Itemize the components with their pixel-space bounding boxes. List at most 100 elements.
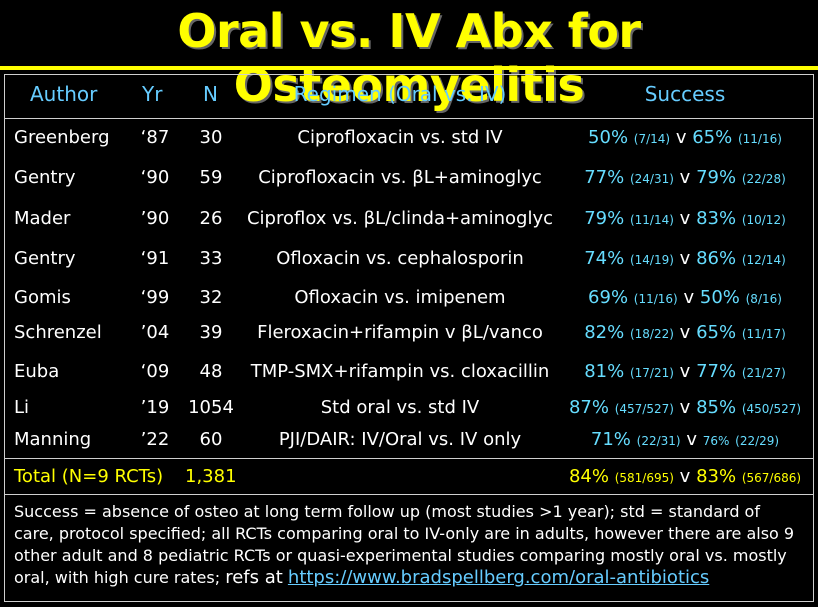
iv-frac: (22/29): [735, 434, 780, 448]
table-frame: [4, 74, 814, 602]
iv-pct: 50%: [699, 287, 740, 308]
header-regimen: Regimen (Oral vs. IV): [293, 82, 507, 106]
row-regimen: PJI/DAIR: IV/Oral vs. IV only: [278, 429, 522, 450]
row-yr: ’19: [140, 397, 170, 418]
row-success: 82% (18/22) v 65% (11/17): [560, 322, 810, 345]
total-label: Total (N=9 RCTs): [14, 466, 164, 487]
total-divider-top: [4, 458, 814, 459]
row-success: 50% (7/14) v 65% (11/16): [560, 127, 810, 150]
vs: v: [679, 208, 691, 229]
row-n: 59: [199, 167, 223, 188]
vs: v: [679, 167, 691, 188]
oral-pct: 50%: [588, 127, 629, 148]
row-n: 48: [199, 361, 223, 382]
row-n: 60: [199, 429, 223, 450]
oral-frac: (11/14): [629, 213, 674, 227]
oral-frac: (24/31): [629, 172, 674, 186]
row-success: 71% (22/31) v 76% (22/29): [560, 429, 810, 452]
row-success: 77% (24/31) v 79% (22/28): [560, 167, 810, 190]
iv-pct: 79%: [696, 167, 737, 188]
iv-pct: 65%: [696, 322, 737, 343]
row-regimen: Ciprofloxacin vs. βL+aminoglyc: [258, 167, 542, 188]
row-author: Mader: [14, 208, 71, 229]
iv-pct: 83%: [696, 208, 737, 229]
oral-frac: (18/22): [629, 327, 674, 341]
row-n: 32: [199, 287, 223, 308]
total-success: 84% (581/695) v 83% (567/686): [560, 466, 810, 489]
iv-pct: 76%: [702, 434, 730, 448]
iv-frac: (8/16): [745, 292, 782, 306]
refs-link[interactable]: https://www.bradspellberg.com/oral-antib…: [287, 567, 710, 588]
row-author: Manning: [14, 429, 92, 450]
row-success: 74% (14/19) v 86% (12/14): [560, 248, 810, 271]
oral-pct: 74%: [584, 248, 625, 269]
header-n: N: [203, 82, 218, 106]
oral-pct: 87%: [568, 397, 609, 418]
row-author: Gentry: [14, 167, 76, 188]
iv-frac: (11/16): [737, 132, 782, 146]
row-yr: ’22: [140, 429, 170, 450]
row-author: Li: [14, 397, 30, 418]
row-author: Greenberg: [14, 127, 110, 148]
total-oral-pct: 84%: [568, 466, 609, 487]
oral-frac: (14/19): [629, 253, 674, 267]
vs: v: [683, 287, 695, 308]
oral-pct: 79%: [584, 208, 625, 229]
footnote-text: Success = absence of osteo at long term …: [14, 502, 795, 587]
header-success: Success: [644, 82, 726, 106]
header-divider: [4, 118, 814, 119]
row-yr: ‘09: [140, 361, 170, 382]
iv-frac: (22/28): [741, 172, 786, 186]
row-author: Euba: [14, 361, 60, 382]
iv-frac: (10/12): [741, 213, 786, 227]
oral-frac: (22/31): [636, 434, 681, 448]
oral-frac: (457/527): [614, 402, 674, 416]
title-underline: [0, 66, 818, 70]
row-regimen: Ofloxacin vs. cephalosporin: [276, 248, 524, 269]
iv-frac: (450/527): [741, 402, 802, 416]
vs: v: [686, 429, 697, 450]
row-regimen: Ciproflox vs. βL/clinda+aminoglyc: [246, 208, 554, 229]
row-yr: ‘99: [140, 287, 170, 308]
row-author: Gomis: [14, 287, 71, 308]
total-n: 1,381: [185, 466, 237, 487]
row-n: 26: [199, 208, 223, 229]
row-n: 33: [199, 248, 223, 269]
row-n: 30: [199, 127, 223, 148]
oral-frac: (17/21): [629, 366, 674, 380]
row-yr: ‘87: [140, 127, 170, 148]
iv-frac: (21/27): [741, 366, 786, 380]
row-regimen: Fleroxacin+rifampin v βL/vanco: [257, 322, 543, 343]
row-yr: ‘91: [140, 248, 170, 269]
iv-frac: (11/17): [741, 327, 786, 341]
header-author: Author: [30, 82, 98, 106]
vs: v: [679, 361, 691, 382]
oral-pct: 82%: [584, 322, 625, 343]
oral-pct: 69%: [588, 287, 629, 308]
oral-frac: (7/14): [633, 132, 671, 146]
footnote-refs: refs at: [225, 567, 283, 588]
row-yr: ’04: [140, 322, 170, 343]
iv-pct: 77%: [696, 361, 737, 382]
row-success: 69% (11/16) v 50% (8/16): [560, 287, 810, 310]
row-regimen: Std oral vs. std IV: [320, 397, 480, 418]
vs: v: [675, 127, 687, 148]
row-n: 1054: [188, 397, 234, 418]
iv-pct: 85%: [696, 397, 737, 418]
vs: v: [679, 248, 691, 269]
total-iv-frac: (567/686): [741, 471, 802, 485]
row-yr: ‘90: [140, 167, 170, 188]
row-n: 39: [199, 322, 223, 343]
iv-pct: 86%: [696, 248, 737, 269]
row-success: 79% (11/14) v 83% (10/12): [560, 208, 810, 231]
vs: v: [679, 397, 691, 418]
iv-frac: (12/14): [741, 253, 786, 267]
row-regimen: Ofloxacin vs. imipenem: [294, 287, 506, 308]
oral-pct: 81%: [584, 361, 625, 382]
total-oral-frac: (581/695): [614, 471, 674, 485]
vs: v: [679, 322, 691, 343]
total-iv-pct: 83%: [696, 466, 737, 487]
row-success: 81% (17/21) v 77% (21/27): [560, 361, 810, 384]
total-divider-bottom: [4, 494, 814, 495]
row-author: Schrenzel: [14, 322, 102, 343]
